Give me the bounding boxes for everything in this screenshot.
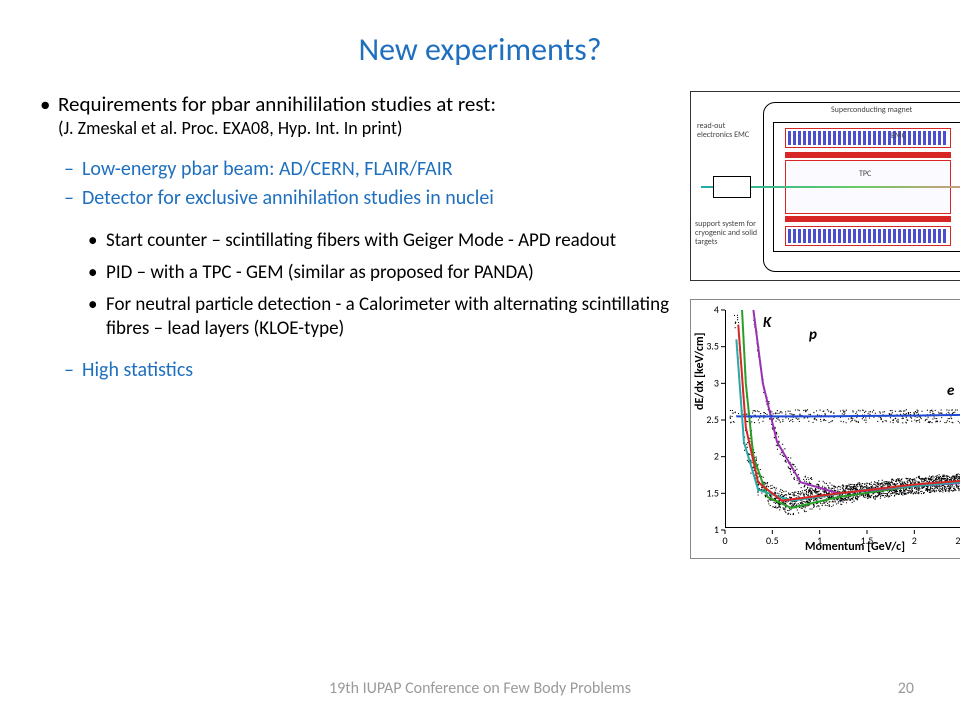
label-support: support system for cryogenic and solid t… — [695, 220, 759, 246]
svg-text:2: 2 — [714, 450, 719, 463]
dedx-plot: dE/dx [keV/cm] Momentum [GeV/c] 00.511.5… — [690, 299, 960, 559]
svg-text:3.5: 3.5 — [706, 340, 719, 353]
right-column: read-out electronics EMC Superconducting… — [690, 91, 960, 559]
particle-label-e: e — [947, 382, 954, 400]
svg-text:1.5: 1.5 — [861, 534, 874, 547]
label-readout-emc: read-out electronics EMC — [697, 122, 757, 140]
left-column: Requirements for pbar annihililation stu… — [40, 91, 680, 559]
emc-top — [785, 128, 951, 148]
content-row: Requirements for pbar annihililation stu… — [40, 91, 920, 559]
sub-bullet-stats-text: High statistics — [82, 358, 193, 382]
citation: (J. Zmeskal et al. Proc. EXA08, Hyp. Int… — [40, 117, 680, 139]
emc-bot — [785, 226, 951, 246]
sub-bullet-beam-text: Low-energy pbar beam: AD/CERN, FLAIR/FAI… — [82, 157, 453, 181]
emc-fill-bot — [788, 229, 948, 243]
label-supercond: Superconducting magnet — [831, 106, 912, 115]
detector-item-0: Start counter – scintillating fibers wit… — [40, 229, 680, 253]
label-tpc: TPC — [859, 170, 871, 179]
svg-text:2.5: 2.5 — [706, 413, 719, 426]
target-box — [713, 176, 751, 198]
trigger-top — [785, 152, 951, 158]
dedx-svg: 00.511.522.5311.522.533.54 — [691, 300, 960, 558]
footer-text: 19th IUPAP Conference on Few Body Proble… — [0, 679, 960, 698]
slide-title: New experiments? — [40, 30, 920, 69]
detector-item-1: PID – with a TPC - GEM (similar as propo… — [40, 261, 680, 285]
svg-text:3: 3 — [714, 376, 719, 389]
svg-text:1: 1 — [714, 523, 719, 536]
requirements-heading: Requirements for pbar annihililation stu… — [40, 91, 680, 117]
svg-text:0.5: 0.5 — [766, 534, 779, 547]
detector-diagram: read-out electronics EMC Superconducting… — [690, 91, 960, 281]
svg-text:4: 4 — [714, 303, 719, 316]
page-number: 20 — [898, 679, 914, 698]
svg-text:2: 2 — [912, 534, 917, 547]
svg-text:2.5: 2.5 — [955, 534, 960, 547]
sub-bullet-detector-text: Detector for exclusive annihilation stud… — [82, 186, 494, 210]
svg-text:1: 1 — [817, 534, 822, 547]
label-emc: EMC — [891, 132, 906, 141]
detector-item-2: For neutral particle detection - a Calor… — [40, 293, 680, 341]
sub-bullet-stats: High statistics — [40, 358, 680, 383]
slide: New experiments? Requirements for pbar a… — [0, 0, 960, 720]
sub-bullet-detector: Detector for exclusive annihilation stud… — [40, 186, 680, 211]
particle-label-K: K — [763, 314, 771, 332]
svg-text:0: 0 — [722, 534, 727, 547]
particle-label-p: p — [809, 326, 817, 344]
svg-text:1.5: 1.5 — [706, 486, 719, 499]
trigger-bot — [785, 216, 951, 222]
detector-items-group: Start counter – scintillating fibers wit… — [40, 229, 680, 340]
emc-fill-top — [788, 131, 948, 145]
sub-bullet-beam: Low-energy pbar beam: AD/CERN, FLAIR/FAI… — [40, 157, 680, 182]
